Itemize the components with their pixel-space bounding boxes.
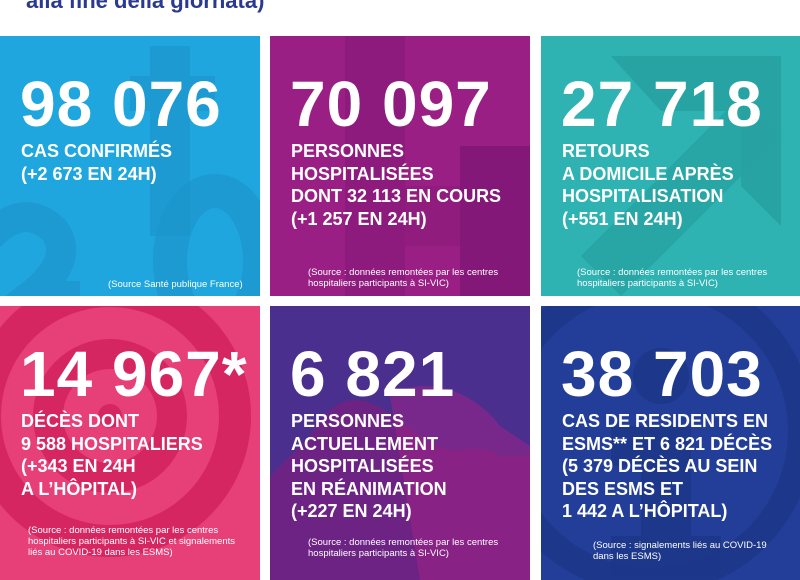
esms-description: CAS DE RESIDENTS EN ESMS** ET 6 821 DÉCÈ…: [562, 410, 772, 523]
source-line: hospitaliers participants à SI-VIC): [577, 278, 718, 289]
header-strip: alla fine della giornata): [0, 0, 800, 34]
header-text: alla fine della giornata): [26, 0, 265, 13]
icu-number: 6 821: [290, 338, 456, 410]
digits-decoration-icon: [0, 46, 260, 296]
desc-line: DONT 32 113 EN COURS: [291, 186, 502, 206]
source-line: (Source : données remontées par les cent…: [308, 537, 499, 548]
desc-line: 9 588 HOSPITALIERS: [21, 433, 203, 454]
source-line: hospitaliers participants à SI-VIC): [308, 278, 449, 289]
source-note: (Source : données remontées par les cent…: [577, 267, 767, 289]
source-line: (Source : signalements liés au COVID-19: [593, 540, 767, 551]
desc-line: CAS CONFIRMÉS: [21, 141, 173, 161]
returns-description: RETOURS A DOMICILE APRÈS HOSPITALISATION…: [562, 140, 734, 230]
arrow-decoration-icon: [581, 56, 781, 296]
source-note: (Source : données remontées par les cent…: [308, 537, 498, 559]
desc-line: (+1 257 EN 24H): [291, 208, 427, 229]
desc-line: DES ESMS ET: [562, 478, 684, 499]
desc-line: PERSONNES: [291, 141, 405, 161]
desc-line: DÉCÈS DONT: [21, 411, 140, 431]
tile-returns-home: 27 718 RETOURS A DOMICILE APRÈS HOSPITAL…: [541, 36, 800, 296]
deaths-number: 14 967*: [20, 338, 248, 410]
desc-line: CAS DE RESIDENTS EN: [562, 411, 769, 431]
desc-line: HOSPITALISATION: [562, 186, 724, 206]
desc-line: A DOMICILE APRÈS: [562, 163, 734, 184]
returns-number: 27 718: [561, 68, 763, 140]
desc-line: 1 442 A L’HÔPITAL): [562, 501, 728, 521]
source-line: (Source : données remontées par les cent…: [308, 267, 499, 278]
source-line: hospitaliers participants à SI-VIC et si…: [28, 536, 235, 547]
deaths-description: DÉCÈS DONT 9 588 HOSPITALIERS (+343 EN 2…: [21, 410, 203, 500]
source-line: (Source Santé publique France): [108, 279, 243, 290]
confirmed-cases-number: 98 076: [20, 68, 222, 140]
tile-deaths: 14 967* DÉCÈS DONT 9 588 HOSPITALIERS (+…: [0, 306, 260, 580]
desc-line: (+227 EN 24H): [291, 501, 412, 521]
esms-number: 38 703: [561, 338, 763, 410]
confirmed-cases-description: CAS CONFIRMÉS (+2 673 EN 24H): [21, 140, 172, 185]
tile-intensive-care: 6 821 PERSONNES ACTUELLEMENT HOSPITALISÉ…: [270, 306, 530, 580]
source-line: dans les ESMS): [593, 551, 662, 562]
desc-line: (5 379 DÉCÈS AU SEIN: [562, 456, 758, 476]
tile-esms-residents: 38 703 CAS DE RESIDENTS EN ESMS** ET 6 8…: [541, 306, 800, 580]
cross-decoration-icon: [345, 36, 530, 296]
source-note: (Source : données remontées par les cent…: [28, 525, 235, 558]
source-line: liés au COVID-19 dans les ESMS): [28, 547, 173, 558]
hospitalized-description: PERSONNES HOSPITALISÉES DONT 32 113 EN C…: [291, 140, 501, 230]
source-note: (Source : données remontées par les cent…: [308, 267, 498, 289]
desc-line: ESMS** ET 6 821 DÉCÈS: [562, 433, 773, 454]
desc-line: EN RÉANIMATION: [291, 478, 447, 499]
pulse-decoration-icon: [270, 386, 530, 580]
desc-line: (+2 673 EN 24H): [21, 163, 157, 184]
icu-description: PERSONNES ACTUELLEMENT HOSPITALISÉES EN …: [291, 410, 447, 523]
tile-confirmed-cases: 98 076 CAS CONFIRMÉS (+2 673 EN 24H) (So…: [0, 36, 260, 296]
desc-line: HOSPITALISÉES: [291, 456, 434, 476]
desc-line: (+551 EN 24H): [562, 208, 683, 229]
desc-line: HOSPITALISÉES: [291, 163, 434, 184]
hospitalized-number: 70 097: [290, 68, 492, 140]
desc-line: RETOURS: [562, 141, 650, 161]
desc-line: ACTUELLEMENT: [291, 433, 438, 454]
info-decoration-icon: [541, 306, 800, 580]
source-note: (Source : signalements liés au COVID-19 …: [593, 540, 767, 562]
source-line: (Source : données remontées par les cent…: [577, 267, 768, 278]
desc-line: (+343 EN 24H: [21, 456, 136, 476]
source-note: (Source Santé publique France): [108, 279, 243, 290]
desc-line: A L’HÔPITAL): [21, 478, 137, 499]
source-line: hospitaliers participants à SI-VIC): [308, 548, 449, 559]
tile-hospitalized: 70 097 PERSONNES HOSPITALISÉES DONT 32 1…: [270, 36, 530, 296]
target-decoration-icon: [0, 306, 251, 557]
desc-line: PERSONNES: [291, 411, 405, 431]
source-line: (Source : données remontées par les cent…: [28, 525, 219, 536]
